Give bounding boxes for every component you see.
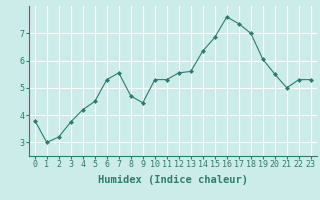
X-axis label: Humidex (Indice chaleur): Humidex (Indice chaleur) [98, 175, 248, 185]
